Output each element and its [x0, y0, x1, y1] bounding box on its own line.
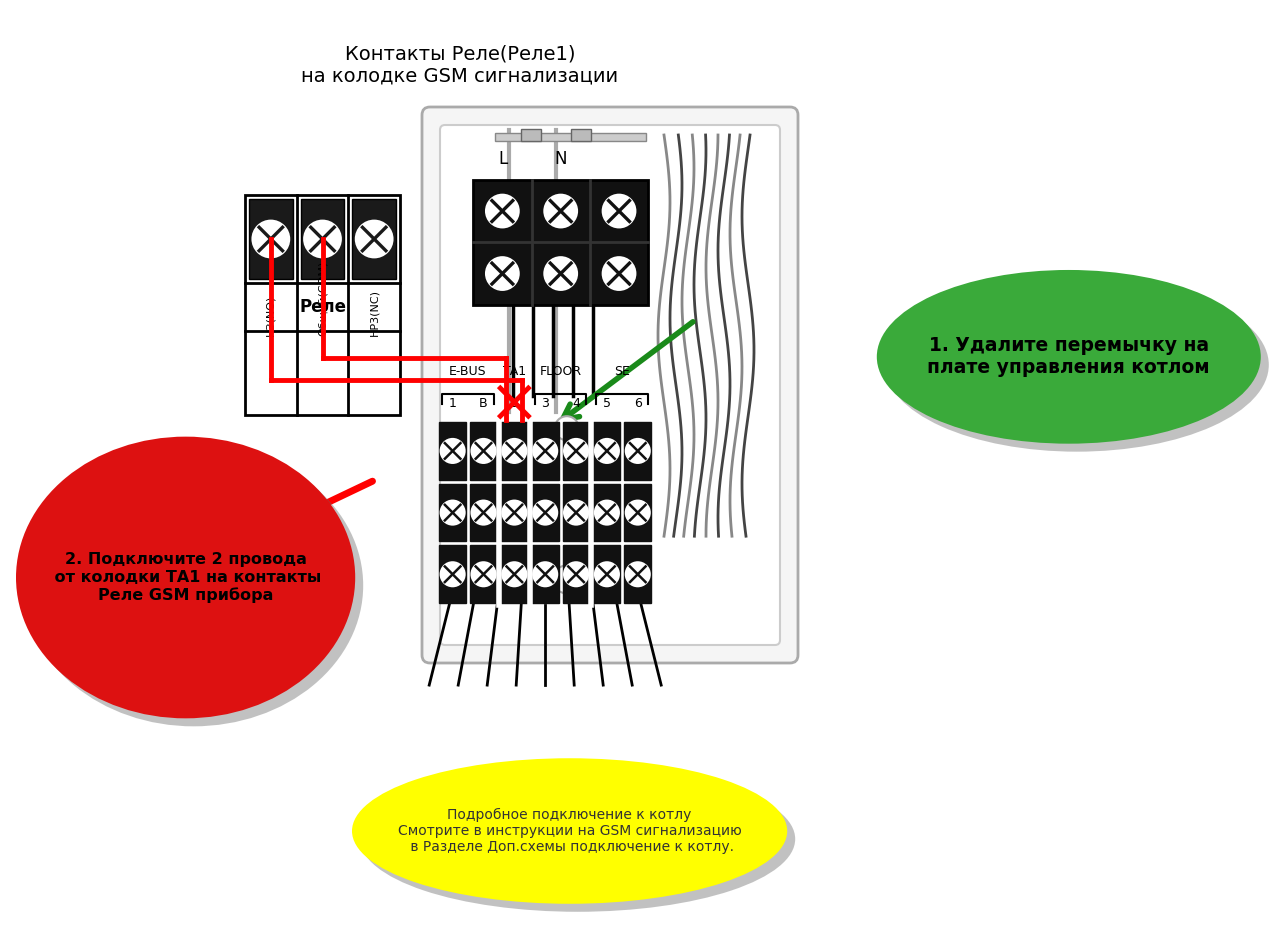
Circle shape	[502, 562, 526, 586]
Circle shape	[603, 257, 635, 289]
Circle shape	[486, 257, 518, 289]
Circle shape	[534, 562, 557, 586]
Bar	[531, 484, 558, 542]
Bar	[625, 484, 652, 542]
Circle shape	[356, 221, 392, 257]
Text: 6: 6	[634, 397, 641, 410]
Text: НЗ(NO): НЗ(NO)	[266, 295, 275, 336]
Text: Реле: Реле	[300, 299, 346, 316]
Circle shape	[595, 562, 620, 586]
Bar	[531, 423, 558, 480]
Ellipse shape	[877, 270, 1261, 444]
Circle shape	[595, 500, 620, 525]
Bar	[474, 179, 648, 305]
Bar	[594, 484, 621, 542]
Bar	[470, 546, 497, 603]
Text: B: B	[479, 397, 488, 410]
Ellipse shape	[360, 766, 795, 912]
Bar	[625, 546, 652, 603]
Bar	[563, 423, 590, 480]
Bar	[531, 546, 558, 603]
Circle shape	[440, 562, 465, 586]
Ellipse shape	[884, 278, 1268, 452]
Circle shape	[553, 565, 581, 593]
Circle shape	[440, 439, 465, 463]
Circle shape	[305, 221, 340, 257]
Circle shape	[626, 439, 650, 463]
Circle shape	[471, 562, 495, 586]
Circle shape	[603, 195, 635, 227]
Text: FLOOR: FLOOR	[540, 365, 581, 378]
Circle shape	[545, 195, 577, 227]
Text: Подробное подключение к котлу
Смотрите в инструкции на GSM сигнализацию
 в Разде: Подробное подключение к котлу Смотрите в…	[398, 808, 741, 854]
Ellipse shape	[17, 437, 356, 718]
Bar	[625, 423, 652, 480]
Circle shape	[564, 439, 588, 463]
Circle shape	[502, 439, 526, 463]
Text: N: N	[554, 150, 567, 168]
Text: SE: SE	[614, 365, 630, 378]
Text: L: L	[498, 150, 508, 168]
Text: E-BUS: E-BUS	[449, 365, 486, 378]
Bar	[563, 484, 590, 542]
Bar	[470, 484, 497, 542]
Bar	[439, 484, 466, 542]
Bar	[250, 199, 293, 279]
Circle shape	[471, 439, 495, 463]
Text: 2. Подключите 2 провода
 от колодки ТА1 на контакты
Реле GSM прибора: 2. Подключите 2 провода от колодки ТА1 н…	[50, 552, 321, 603]
Bar	[571, 129, 591, 141]
Bar	[500, 546, 527, 603]
Bar	[495, 133, 646, 141]
Circle shape	[471, 500, 495, 525]
Circle shape	[595, 439, 620, 463]
Bar	[500, 423, 527, 480]
Text: TA1: TA1	[503, 365, 526, 378]
Bar	[563, 546, 590, 603]
Text: НР3(NC): НР3(NC)	[369, 289, 379, 336]
Bar	[439, 423, 466, 480]
Bar	[500, 484, 527, 542]
Bar	[470, 423, 497, 480]
Circle shape	[534, 439, 557, 463]
Circle shape	[440, 500, 465, 525]
FancyBboxPatch shape	[440, 125, 780, 645]
Bar	[439, 546, 466, 603]
Ellipse shape	[24, 445, 364, 727]
Circle shape	[486, 195, 518, 227]
Circle shape	[253, 221, 289, 257]
Bar	[521, 129, 541, 141]
Text: 1: 1	[449, 397, 457, 410]
Bar	[352, 199, 396, 279]
Circle shape	[502, 500, 526, 525]
Bar	[594, 423, 621, 480]
Text: 1. Удалите перемычку на
плате управления котлом: 1. Удалите перемычку на плате управления…	[928, 336, 1210, 377]
Bar	[301, 199, 344, 279]
Circle shape	[545, 257, 577, 289]
FancyBboxPatch shape	[422, 107, 797, 663]
Circle shape	[626, 562, 650, 586]
Ellipse shape	[352, 759, 787, 904]
Circle shape	[534, 500, 557, 525]
Text: 2: 2	[511, 397, 518, 410]
Circle shape	[626, 500, 650, 525]
Bar	[244, 195, 401, 415]
Bar	[594, 546, 621, 603]
Text: Общий(COM): Общий(COM)	[317, 261, 328, 336]
Circle shape	[564, 500, 588, 525]
Text: 3: 3	[541, 397, 549, 410]
Text: 5: 5	[603, 397, 611, 410]
Circle shape	[554, 416, 579, 440]
Text: Контакты Реле(Реле1)
на колодке GSM сигнализации: Контакты Реле(Реле1) на колодке GSM сигн…	[301, 44, 618, 85]
Circle shape	[564, 562, 588, 586]
Text: 4: 4	[572, 397, 580, 410]
